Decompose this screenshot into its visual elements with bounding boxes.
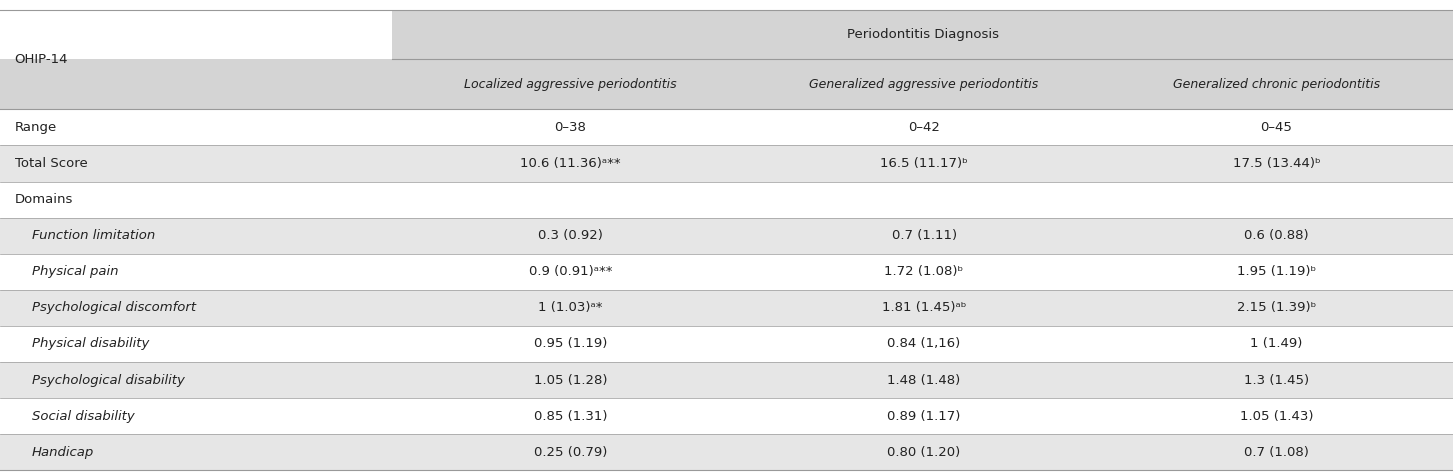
Text: 0.7 (1.11): 0.7 (1.11) xyxy=(892,229,956,242)
Text: Social disability: Social disability xyxy=(32,409,135,423)
Text: Localized aggressive periodontitis: Localized aggressive periodontitis xyxy=(464,78,677,91)
Bar xyxy=(0,362,1453,398)
Text: 1.3 (1.45): 1.3 (1.45) xyxy=(1244,373,1309,387)
Text: 16.5 (11.17)ᵇ: 16.5 (11.17)ᵇ xyxy=(881,157,968,170)
Text: 0–38: 0–38 xyxy=(555,121,586,134)
Text: 0.9 (0.91)ᵃ**: 0.9 (0.91)ᵃ** xyxy=(529,265,612,278)
Text: Psychological disability: Psychological disability xyxy=(32,373,185,387)
Text: Periodontitis Diagnosis: Periodontitis Diagnosis xyxy=(847,28,998,41)
Text: 0.84 (1,16): 0.84 (1,16) xyxy=(888,337,960,351)
Text: 17.5 (13.44)ᵇ: 17.5 (13.44)ᵇ xyxy=(1232,157,1321,170)
Text: 1.48 (1.48): 1.48 (1.48) xyxy=(888,373,960,387)
Text: Handicap: Handicap xyxy=(32,446,94,459)
Bar xyxy=(0,434,1453,470)
Text: 0.85 (1.31): 0.85 (1.31) xyxy=(533,409,607,423)
Text: 1.95 (1.19)ᵇ: 1.95 (1.19)ᵇ xyxy=(1237,265,1316,278)
Text: 0.89 (1.17): 0.89 (1.17) xyxy=(888,409,960,423)
Text: Generalized chronic periodontitis: Generalized chronic periodontitis xyxy=(1173,78,1380,91)
Text: 1 (1.49): 1 (1.49) xyxy=(1250,337,1303,351)
Text: 1.05 (1.28): 1.05 (1.28) xyxy=(533,373,607,387)
Text: 1.05 (1.43): 1.05 (1.43) xyxy=(1239,409,1314,423)
Text: 0.7 (1.08): 0.7 (1.08) xyxy=(1244,446,1309,459)
Text: Physical disability: Physical disability xyxy=(32,337,150,351)
Text: Total Score: Total Score xyxy=(15,157,87,170)
Text: 1.81 (1.45)ᵃᵇ: 1.81 (1.45)ᵃᵇ xyxy=(882,301,966,314)
Text: 0.80 (1.20): 0.80 (1.20) xyxy=(888,446,960,459)
Text: OHIP-14: OHIP-14 xyxy=(15,53,68,66)
Bar xyxy=(0,218,1453,254)
Text: Range: Range xyxy=(15,121,57,134)
Text: Physical pain: Physical pain xyxy=(32,265,119,278)
Text: Generalized aggressive periodontitis: Generalized aggressive periodontitis xyxy=(809,78,1039,91)
Text: 0.3 (0.92): 0.3 (0.92) xyxy=(538,229,603,242)
Text: 2.15 (1.39)ᵇ: 2.15 (1.39)ᵇ xyxy=(1237,301,1316,314)
Text: 0.25 (0.79): 0.25 (0.79) xyxy=(533,446,607,459)
Bar xyxy=(0,290,1453,326)
Text: 0.95 (1.19): 0.95 (1.19) xyxy=(533,337,607,351)
Text: 0.6 (0.88): 0.6 (0.88) xyxy=(1244,229,1309,242)
Text: 1.72 (1.08)ᵇ: 1.72 (1.08)ᵇ xyxy=(885,265,963,278)
Text: Function limitation: Function limitation xyxy=(32,229,155,242)
Text: Psychological discomfort: Psychological discomfort xyxy=(32,301,196,314)
Text: 10.6 (11.36)ᵃ**: 10.6 (11.36)ᵃ** xyxy=(520,157,620,170)
Text: 1 (1.03)ᵃ*: 1 (1.03)ᵃ* xyxy=(538,301,603,314)
Text: Domains: Domains xyxy=(15,193,73,206)
Text: 0–45: 0–45 xyxy=(1261,121,1292,134)
Text: 0–42: 0–42 xyxy=(908,121,940,134)
Bar xyxy=(0,145,1453,181)
Bar xyxy=(392,10,1453,59)
Bar xyxy=(0,59,1453,109)
